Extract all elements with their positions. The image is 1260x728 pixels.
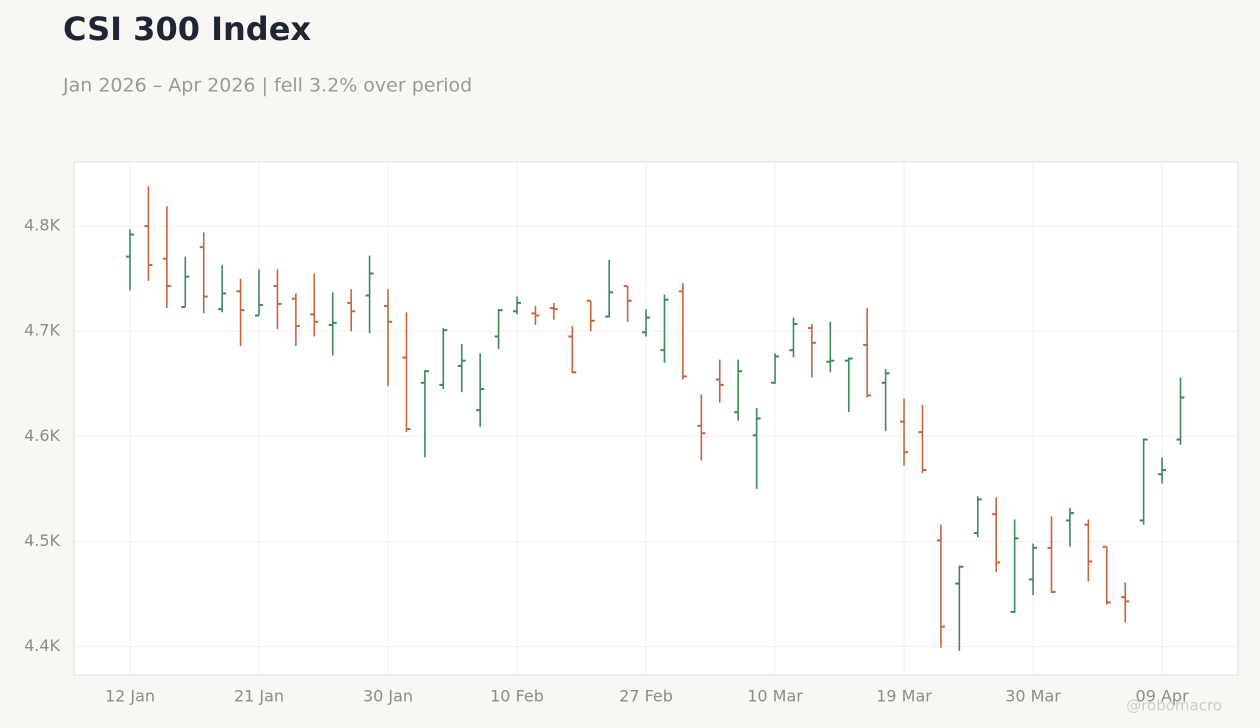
plot-area <box>73 161 1239 676</box>
x-tick-label: 19 Mar <box>876 687 932 706</box>
y-tick-label: 4.6K <box>24 426 60 445</box>
y-tick-label: 4.8K <box>24 216 60 235</box>
x-tick-label: 27 Feb <box>619 687 673 706</box>
y-tick-label: 4.7K <box>24 321 60 340</box>
x-tick-label: 10 Mar <box>747 687 803 706</box>
x-tick-label: 30 Jan <box>363 687 413 706</box>
x-tick-label: 10 Feb <box>490 687 544 706</box>
watermark: @robomacro <box>1126 697 1222 715</box>
y-tick-label: 4.5K <box>24 531 60 550</box>
x-tick-label: 12 Jan <box>105 687 155 706</box>
chart-title: CSI 300 Index <box>63 10 311 48</box>
chart-subtitle: Jan 2026 – Apr 2026 | fell 3.2% over per… <box>62 75 472 97</box>
x-tick-label: 09 Apr <box>1136 687 1190 706</box>
y-tick-label: 4.4K <box>24 636 60 655</box>
x-tick-label: 21 Jan <box>234 687 284 706</box>
x-tick-label: 30 Mar <box>1005 687 1061 706</box>
